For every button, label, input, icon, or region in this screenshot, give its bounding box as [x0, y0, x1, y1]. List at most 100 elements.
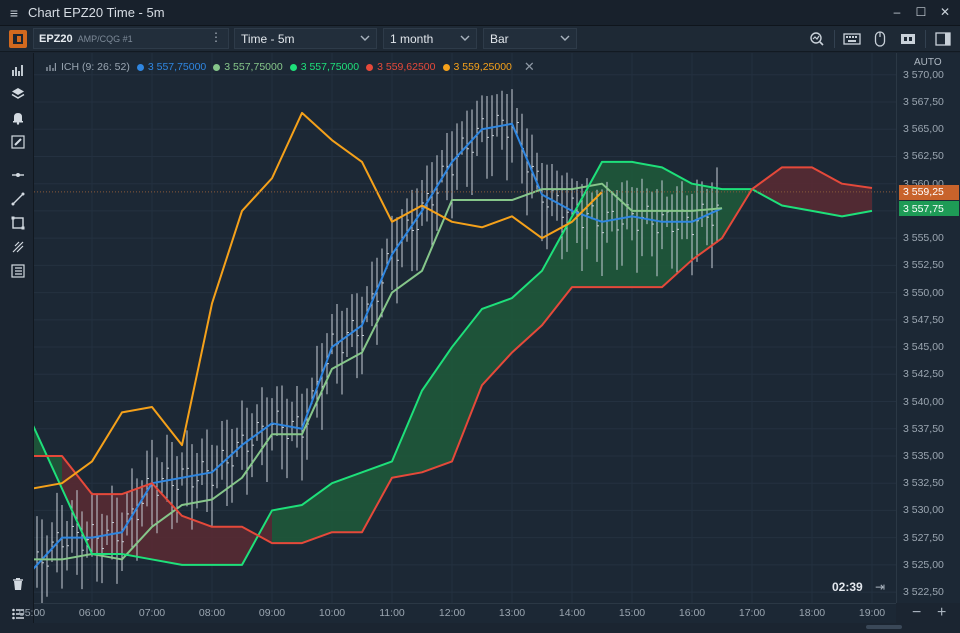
- kumo-cloud-segment: [332, 472, 362, 533]
- last-price-tag: 3 559,25: [899, 184, 959, 200]
- drawing-toolbar: [0, 53, 34, 633]
- ichimoku-chart: [34, 53, 896, 603]
- title-bar: ≡ Chart EPZ20 Time - 5m – ☐ ✕: [0, 0, 960, 26]
- alert-bell-icon[interactable]: [8, 108, 28, 128]
- kijun-dot: [213, 63, 221, 71]
- connection-name: AMP/CQG #1: [77, 33, 133, 44]
- minimize-icon[interactable]: –: [893, 5, 901, 19]
- panel-toggle-icon[interactable]: [9, 29, 27, 48]
- price-tick-label: 3 530,00: [903, 504, 944, 517]
- kumo-cloud-segment: [632, 161, 662, 288]
- price-tick-label: 3 527,50: [903, 531, 944, 544]
- aggregation-value: Time - 5m: [241, 31, 295, 46]
- kumo-cloud-segment: [362, 461, 392, 533]
- kijun-line: [34, 182, 723, 561]
- aggregation-dropdown[interactable]: Time - 5m: [234, 28, 377, 49]
- edit-icon[interactable]: [8, 132, 28, 152]
- rectangle-tool-icon[interactable]: [8, 213, 28, 233]
- time-tick-label: 10:00: [318, 607, 346, 619]
- time-tick-label: 14:00: [558, 607, 586, 619]
- range-dropdown[interactable]: 1 month: [383, 28, 477, 49]
- kumo-cloud-segment: [152, 483, 182, 565]
- time-tick-label: 18:00: [798, 607, 826, 619]
- chart-style-dropdown[interactable]: Bar: [483, 28, 577, 49]
- price-tick-label: 3 565,00: [903, 123, 944, 136]
- indicators-icon[interactable]: [8, 60, 28, 80]
- chevron-down-icon: [460, 35, 470, 41]
- time-tick-label: 09:00: [258, 607, 286, 619]
- toolbar-divider: [925, 29, 926, 48]
- chart-plot-area[interactable]: [34, 53, 896, 603]
- price-tick-label: 3 562,50: [903, 150, 944, 163]
- senkou-b-dot: [366, 63, 374, 71]
- kumo-cloud-segment: [422, 347, 452, 473]
- trash-icon[interactable]: [8, 574, 28, 594]
- senkou-a-dot: [289, 63, 297, 71]
- objects-list-icon[interactable]: [8, 604, 28, 624]
- time-tick-label: 19:00: [858, 607, 886, 619]
- horizontal-line-tool-icon[interactable]: [8, 165, 28, 185]
- time-tick-label: 06:00: [78, 607, 106, 619]
- kumo-cloud-segment: [212, 526, 242, 565]
- fibonacci-tool-icon[interactable]: [8, 237, 28, 257]
- range-value: 1 month: [390, 31, 434, 46]
- trade-icon[interactable]: [897, 28, 919, 49]
- close-icon[interactable]: ✕: [939, 5, 951, 19]
- legend-value: 3 557,75000: [224, 61, 283, 73]
- horizontal-scrollbar[interactable]: [866, 625, 902, 629]
- time-tick-label: 05:00: [18, 607, 46, 619]
- senkou-b-line: [34, 166, 873, 545]
- scroll-to-end-icon[interactable]: ⇥: [875, 580, 886, 594]
- maximize-icon[interactable]: ☐: [915, 5, 927, 19]
- keyboard-icon[interactable]: [841, 28, 863, 49]
- kumo-cloud-segment: [512, 270, 542, 353]
- kumo-cloud-segment: [182, 515, 212, 565]
- chikou-line: [34, 111, 603, 490]
- chart-style-value: Bar: [490, 31, 509, 46]
- zoom-in-icon[interactable]: +: [937, 604, 947, 621]
- legend-value: 3 559,62500: [377, 61, 436, 73]
- time-tick-label: 15:00: [618, 607, 646, 619]
- menu-icon[interactable]: ≡: [9, 4, 19, 21]
- layers-icon[interactable]: [8, 84, 28, 104]
- senkou-a-line: [34, 160, 873, 566]
- price-tick-label: 3 532,50: [903, 477, 944, 490]
- chevron-down-icon: [560, 35, 570, 41]
- time-tick-label: 16:00: [678, 607, 706, 619]
- kumo-cloud-segment: [452, 308, 482, 462]
- tenkan-line: [34, 122, 723, 570]
- price-tick-label: 3 542,50: [903, 368, 944, 381]
- kumo-cloud-segment: [842, 183, 872, 217]
- bottom-scroll-strip: [0, 623, 960, 633]
- kumo-cloud-segment: [392, 390, 422, 478]
- time-tick-label: 13:00: [498, 607, 526, 619]
- trend-line-tool-icon[interactable]: [8, 189, 28, 209]
- mouse-icon[interactable]: [869, 28, 891, 49]
- indicator-legend: ICH (9: 26: 52) 3 557,75000 3 557,75000 …: [46, 59, 535, 74]
- more-options-icon[interactable]: ⋮: [210, 30, 222, 44]
- tools-list-icon[interactable]: [8, 261, 28, 281]
- kumo-cloud-segment: [752, 167, 782, 206]
- magnifier-chart-icon[interactable]: [806, 28, 828, 49]
- auto-scale-toggle[interactable]: AUTO: [914, 57, 942, 68]
- kumo-cloud-segment: [272, 504, 302, 544]
- price-tick-label: 3 547,50: [903, 313, 944, 326]
- time-axis[interactable]: 05:00 06:00 07:00 08:00 09:00 10:00 11:00 12:00…: [19, 603, 896, 623]
- price-tick-label: 3 555,00: [903, 232, 944, 245]
- symbol-selector[interactable]: EPZ20 AMP/CQG #1 ⋮: [33, 28, 229, 49]
- side-panel-icon[interactable]: [932, 28, 954, 49]
- price-tick-label: 3 545,00: [903, 341, 944, 354]
- time-tick-label: 12:00: [438, 607, 466, 619]
- legend-value: 3 557,75000: [300, 61, 360, 73]
- price-tick-label: 3 537,50: [903, 422, 944, 435]
- price-tick-label: 3 570,00: [903, 68, 944, 81]
- price-axis[interactable]: AUTO 3 570,00 3 567,50 3 565,00 3 562,50 3 5…: [896, 53, 960, 603]
- remove-indicator-icon[interactable]: ✕: [523, 59, 535, 74]
- legend-value: 3 557,75000: [147, 61, 207, 73]
- chart-toolbar: EPZ20 AMP/CQG #1 ⋮ Time - 5m 1 month Bar: [0, 26, 960, 52]
- legend-value: 3 559,25000: [453, 61, 512, 73]
- zoom-out-icon[interactable]: −: [912, 604, 922, 621]
- price-tick-label: 3 567,50: [903, 96, 944, 108]
- bar-countdown: 02:39: [832, 580, 863, 594]
- indicator-icon: [46, 63, 56, 71]
